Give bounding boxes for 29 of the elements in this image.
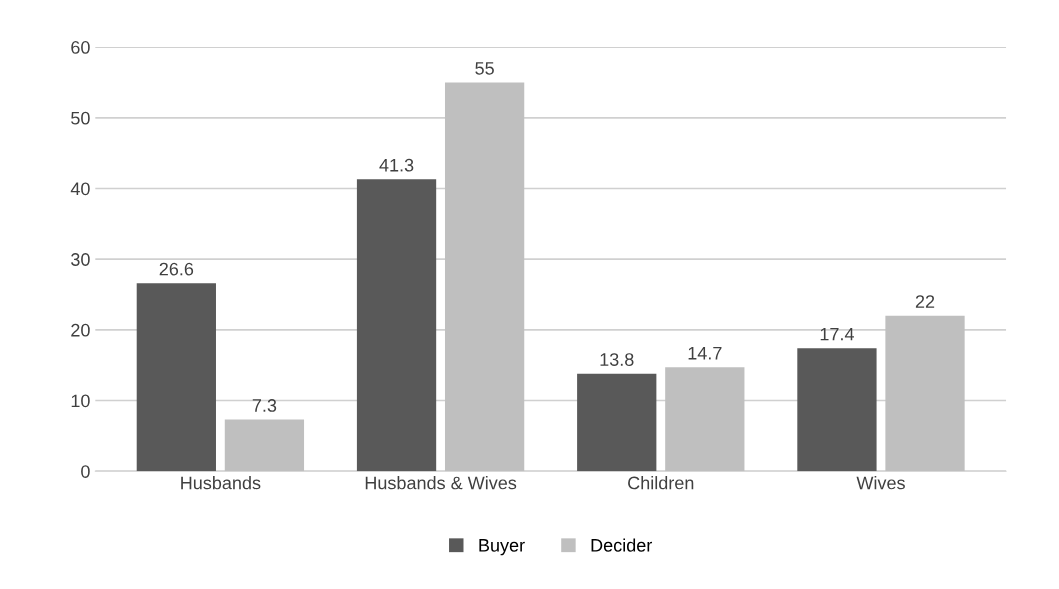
data-label: 55 xyxy=(475,62,494,75)
y-tick-label: 50 xyxy=(71,111,90,125)
data-label: 7.3 xyxy=(252,399,277,412)
bar xyxy=(136,283,216,472)
bar xyxy=(885,315,965,472)
bar xyxy=(444,82,525,472)
data-label: 17.4 xyxy=(820,327,854,341)
bar xyxy=(224,419,305,472)
bar xyxy=(577,373,657,472)
legend-label: Buyer xyxy=(479,539,525,556)
data-label: 14.7 xyxy=(688,346,722,360)
bar xyxy=(356,179,437,472)
x-tick-label: Wives xyxy=(856,476,905,490)
x-tick-label: Husbands & Wives xyxy=(365,476,517,490)
x-tick-label: Children xyxy=(628,476,694,490)
y-tick-label: 20 xyxy=(71,323,90,337)
x-tick-label: Husbands xyxy=(181,476,261,490)
data-label: 41.3 xyxy=(379,158,414,172)
y-tick-label: 10 xyxy=(71,394,90,408)
data-label: 13.8 xyxy=(600,353,634,366)
y-tick-label: 40 xyxy=(70,182,90,196)
bar xyxy=(797,348,877,472)
y-tick-label: 30 xyxy=(71,253,90,266)
bar xyxy=(665,367,745,472)
data-label: 26.6 xyxy=(159,262,194,276)
data-label: 22 xyxy=(915,295,935,308)
y-tick-label: 0 xyxy=(81,465,90,478)
y-tick-label: 60 xyxy=(71,41,90,54)
legend-label: Decider xyxy=(591,538,653,552)
